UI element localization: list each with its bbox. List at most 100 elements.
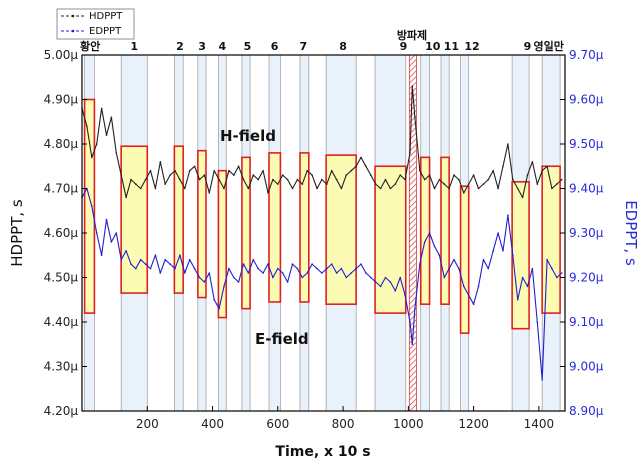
series-point-edppt (512, 254, 514, 256)
segment-label: 11 (444, 40, 459, 53)
series-point-hdppt (374, 183, 377, 185)
y-tick-label-right: 8.90µ (569, 404, 604, 418)
series-point-hdppt (188, 169, 191, 172)
series-point-edppt (125, 250, 127, 252)
series-point-hdppt (174, 169, 176, 172)
region-box-9 (374, 165, 407, 314)
series-point-hdppt (536, 183, 539, 185)
series-point-edppt (277, 267, 279, 270)
y-tick-label-right: 9.30µ (569, 226, 604, 240)
series-point-edppt (423, 241, 426, 243)
legend-hdppt-label: HDPPT (89, 11, 123, 22)
series-point-edppt (526, 285, 529, 288)
x-tick-label: 1000 (393, 417, 424, 431)
series-point-hdppt (120, 174, 122, 176)
series-point-edppt (237, 281, 240, 283)
series-point-hdppt (326, 183, 328, 185)
series-point-edppt (374, 281, 377, 283)
series-point-hdppt (340, 187, 343, 190)
legend-hdppt-marker (71, 14, 75, 18)
series-point-hdppt (321, 178, 323, 181)
series-point-hdppt (477, 187, 480, 190)
segment-labels: 황안 1 2 3 4 5 6 7 8 9 10 11 12 9 영일만 (80, 39, 564, 53)
series-point-hdppt (438, 178, 441, 181)
series-point-hdppt (394, 183, 397, 185)
y-tick-label-left: 4.20µ (44, 404, 79, 418)
series-point-hdppt (125, 196, 127, 199)
series-point-hdppt (296, 178, 299, 181)
series-point-hdppt (531, 161, 534, 163)
series-point-edppt (419, 263, 421, 265)
region-box-12 (459, 185, 470, 334)
series-point-edppt (169, 263, 171, 265)
series-point-edppt (139, 258, 142, 261)
series-point-hdppt (242, 178, 245, 181)
y-axis-label-left: HDPPT, s (8, 199, 26, 267)
series-point-hdppt (360, 156, 362, 159)
segment-label: 5 (244, 40, 252, 53)
series-point-hdppt (551, 187, 553, 190)
series-point-edppt (414, 307, 416, 310)
series-point-edppt (541, 379, 543, 381)
series-point-edppt (316, 267, 318, 270)
series-point-hdppt (144, 178, 147, 181)
series-point-edppt (365, 272, 367, 274)
series-point-edppt (438, 254, 441, 256)
series-point-hdppt (306, 169, 309, 172)
series-line-hdppt (81, 85, 563, 198)
series-point-edppt (335, 272, 338, 274)
axes: 200 400 600 800 1000 1200 1400 4.20µ 8.90µ 4.30µ 9… (44, 48, 604, 431)
series-point-hdppt (433, 187, 436, 190)
series-point-edppt (213, 298, 215, 301)
series-point-hdppt (277, 183, 279, 185)
series-point-hdppt (335, 178, 338, 181)
series-point-edppt (394, 290, 397, 292)
series-point-hdppt (237, 165, 240, 168)
series-point-hdppt (169, 174, 171, 176)
series-point-edppt (257, 267, 260, 270)
series-point-edppt (233, 276, 235, 279)
series-point-hdppt (193, 165, 196, 168)
series-point-edppt (135, 267, 137, 270)
region-box-13 (511, 181, 530, 330)
series-point-edppt (404, 294, 406, 297)
series-lines (81, 85, 563, 381)
series-point-hdppt (350, 169, 353, 172)
series-point-hdppt (91, 156, 93, 159)
series-point-hdppt (541, 169, 543, 172)
series-point-hdppt (526, 174, 529, 176)
series-point-hdppt (458, 178, 460, 181)
series-point-hdppt (345, 174, 348, 176)
series-point-hdppt (560, 178, 563, 181)
series-point-edppt (272, 276, 274, 279)
series-point-edppt (105, 218, 108, 221)
series-point-hdppt (100, 107, 103, 110)
series-point-edppt (389, 281, 392, 283)
series-point-hdppt (355, 165, 357, 168)
y-tick-label-left: 4.70µ (44, 182, 79, 196)
series-point-edppt (399, 276, 402, 279)
y-tick-label-left: 4.90µ (44, 93, 79, 107)
series-point-hdppt (516, 187, 519, 190)
annotation-e-field: E-field (255, 330, 309, 348)
y-tick-label-right: 9.50µ (569, 137, 604, 151)
series-point-edppt (223, 285, 225, 288)
series-point-hdppt (179, 178, 181, 181)
series-point-hdppt (257, 178, 260, 181)
series-point-edppt (262, 272, 264, 274)
x-tick-label: 1200 (458, 417, 489, 431)
series-point-edppt (130, 263, 132, 265)
x-tick-label: 800 (332, 417, 355, 431)
series-point-edppt (184, 272, 186, 274)
series-point-hdppt (203, 174, 206, 176)
series-point-edppt (546, 258, 548, 261)
series-point-edppt (301, 276, 304, 279)
series-point-edppt (291, 263, 294, 265)
series-point-edppt (179, 254, 181, 256)
segment-label: 7 (299, 40, 307, 53)
segment-label: 1 (130, 40, 138, 53)
series-point-edppt (477, 285, 480, 288)
series-point-edppt (453, 258, 455, 261)
legend-edppt-marker (71, 29, 75, 33)
series-point-hdppt (105, 134, 108, 136)
